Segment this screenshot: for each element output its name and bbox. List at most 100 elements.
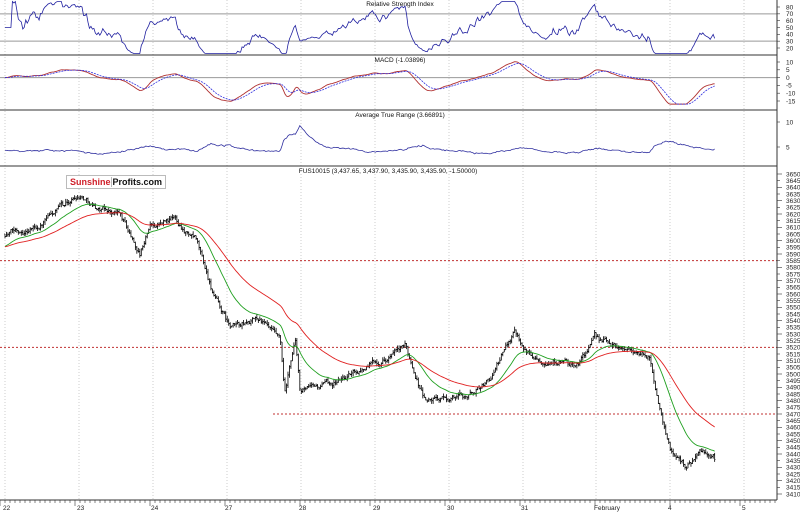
atr-tick-label: 10 [786,119,794,126]
ohlc-bar [656,388,658,396]
ohlc-bar [173,214,175,220]
atr-panel [4,124,715,155]
ohlc-bar [650,354,652,367]
ohlc-bar [635,350,637,355]
ohlc-bar [613,342,615,348]
ohlc-bar [685,466,688,471]
ohlc-bar [456,394,458,400]
ohlc-bar [530,350,532,357]
ohlc-bar [521,342,523,347]
ohlc-bar [605,336,608,343]
ohlc-bar [239,323,242,328]
ohlc-bar [88,201,91,206]
rsi-title: Relative Strength Index [366,1,434,8]
ohlc-bar [657,394,660,405]
ohlc-bar [476,386,479,391]
ohlc-bar [264,321,267,324]
ohlc-bar [675,452,677,460]
price-tick-label: 3525 [786,338,800,345]
price-tick-label: 3570 [786,278,800,285]
ohlc-bar [704,449,707,455]
macd-title: MACD (-1.03896) [375,57,426,64]
ohlc-bar [217,296,220,303]
ohlc-bar [187,231,190,237]
ohlc-bar [433,395,436,399]
ohlc-bar [485,379,488,385]
ohlc-bar [184,231,187,237]
ohlc-bar [27,228,30,234]
ohlc-bar [577,363,580,367]
price-tick-label: 3515 [786,351,800,358]
ohlc-bar [347,370,350,378]
ohlc-bar [97,207,100,212]
ohlc-bar [466,396,469,401]
price-tick-label: 3510 [786,358,800,365]
ohlc-bar [257,318,260,324]
ohlc-bar [122,218,125,223]
ohlc-bar [273,326,276,333]
sunshine-profits-logo: Sunshine Profits.com [66,175,167,189]
ohlc-bar [670,447,673,454]
ohlc-bar [223,310,226,314]
ohlc-bar [56,208,58,214]
ohlc-bar [607,340,609,344]
ohlc-bar [26,228,29,235]
ohlc-bar [427,397,430,402]
rsi-line [5,0,716,54]
ohlc-bar [211,288,214,294]
ohlc-bar [226,315,229,323]
ohlc-bar [491,372,494,380]
ohlc-bar [51,210,54,217]
ohlc-bar [87,197,89,204]
ohlc-bar [82,196,85,201]
price-tick-label: 3465 [786,418,800,425]
ohlc-bar [401,345,403,349]
rsi-tick-label: 70 [786,11,794,18]
ohlc-bar [220,305,223,314]
ohlc-bar [279,335,282,346]
ohlc-bar [423,393,426,398]
ohlc-bar [598,333,600,344]
ohlc-bar [236,319,239,325]
ohlc-bar [165,218,168,224]
ohlc-bar [402,344,405,349]
price-tick-label: 3500 [786,371,800,378]
ohlc-bar [131,236,134,241]
x-tick-label: 5 [742,505,746,512]
logo-part-1: Sunshine [70,177,111,187]
ohlc-bar [384,358,387,364]
ohlc-bar [464,395,467,400]
ohlc-bar [371,357,374,365]
ohlc-bar [534,355,537,360]
ohlc-bar [473,392,476,394]
ohlc-bar [276,333,279,337]
ohlc-bar [682,459,685,467]
ohlc-bar [510,335,513,344]
x-tick-label: 23 [77,505,85,512]
ohlc-bar [395,348,397,353]
ohlc-bar [186,230,189,235]
ohlc-bar [103,204,106,212]
ohlc-bar [10,229,12,235]
ohlc-bar [143,241,146,248]
ohlc-bar [76,195,79,200]
ohlc-bar [214,294,217,299]
ohlc-bar [349,373,351,376]
ohlc-bar [669,441,672,451]
ohlc-bar [583,352,586,359]
ohlc-bar [133,237,135,243]
price-tick-label: 3505 [786,365,800,372]
ohlc-bar [504,342,507,351]
ohlc-bar [662,412,664,425]
ohlc-bar [602,336,605,343]
ohlc-bar [374,360,377,364]
ohlc-bar [459,389,461,397]
ohlc-bar [35,224,37,230]
ohlc-bar [691,457,694,464]
ohlc-bar [596,334,599,338]
ohlc-bar [435,394,437,401]
ohlc-bar [309,382,311,388]
ohlc-bar [282,357,285,382]
ohlc-bar [417,377,420,389]
ohlc-bar [130,230,132,238]
